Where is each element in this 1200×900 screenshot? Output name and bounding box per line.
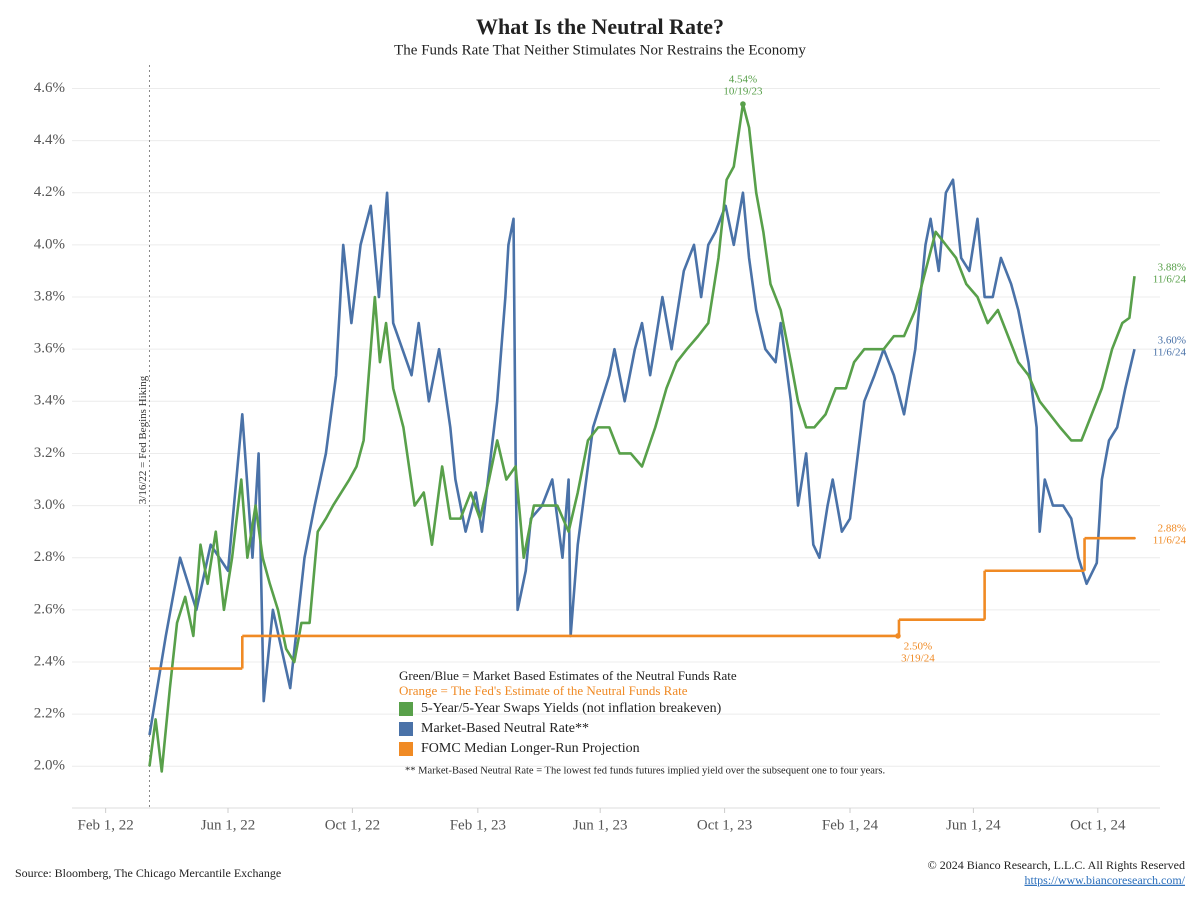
chart-title: What Is the Neutral Rate? [476,14,724,39]
y-tick-label: 4.0% [34,236,65,252]
x-tick-label: Jun 1, 22 [201,817,256,833]
event-label: 3/16/22 = Fed Begins Hiking [137,375,149,504]
legend-heading: Green/Blue = Market Based Estimates of t… [399,668,737,683]
x-tick-label: Jun 1, 24 [946,817,1001,833]
y-tick-label: 3.4% [34,393,65,409]
series-line [148,102,1136,773]
y-tick-label: 3.6% [34,341,65,357]
series-line [148,178,1136,736]
legend-swatch [399,702,413,716]
annotation-date: 11/6/24 [1153,274,1187,286]
annotation-dot [740,101,746,107]
x-tick-label: Jun 1, 23 [573,817,628,833]
annotation-value: 3.60% [1158,335,1186,347]
y-tick-label: 2.6% [34,601,65,617]
x-tick-label: Oct 1, 23 [697,817,752,833]
y-tick-label: 2.4% [34,653,65,669]
footnote: ** Market-Based Neutral Rate = The lowes… [405,765,885,776]
annotation-dot [895,633,901,639]
y-tick-label: 2.0% [34,758,65,774]
y-tick-label: 3.2% [34,445,65,461]
annotation-value: 4.54% [729,74,757,86]
chart-subtitle: The Funds Rate That Neither Stimulates N… [394,42,806,58]
x-tick-label: Feb 1, 22 [78,817,134,833]
legend-heading: Orange = The Fed's Estimate of the Neutr… [399,683,688,698]
legend-label: FOMC Median Longer-Run Projection [421,741,640,756]
y-tick-label: 3.0% [34,497,65,513]
legend-swatch [399,742,413,756]
y-tick-label: 4.2% [34,184,65,200]
annotation-date: 11/6/24 [1153,347,1187,359]
annotation-value: 3.88% [1158,262,1186,274]
website-link[interactable]: https://www.biancoresearch.com/ [1024,873,1185,887]
x-tick-label: Oct 1, 22 [325,817,380,833]
y-tick-label: 2.2% [34,706,65,722]
y-tick-label: 2.8% [34,549,65,565]
annotation-date: 11/6/24 [1153,534,1187,546]
x-tick-label: Oct 1, 24 [1070,817,1126,833]
annotation-date: 3/19/24 [901,652,935,664]
x-tick-label: Feb 1, 24 [822,817,879,833]
y-tick-label: 4.6% [34,80,65,96]
legend-label: Market-Based Neutral Rate** [421,721,589,736]
x-tick-label: Feb 1, 23 [450,817,506,833]
y-tick-label: 4.4% [34,132,65,148]
annotation-value: 2.88% [1158,522,1186,534]
annotation-value: 2.50% [904,640,932,652]
source: Source: Bloomberg, The Chicago Mercantil… [15,866,281,880]
legend-label: 5-Year/5-Year Swaps Yields (not inflatio… [421,701,722,716]
step-end [1133,536,1136,540]
y-tick-label: 3.8% [34,288,65,304]
annotation-date: 10/19/23 [723,86,763,98]
legend-swatch [399,722,413,736]
copyright: © 2024 Bianco Research, L.L.C. All Right… [928,858,1185,872]
